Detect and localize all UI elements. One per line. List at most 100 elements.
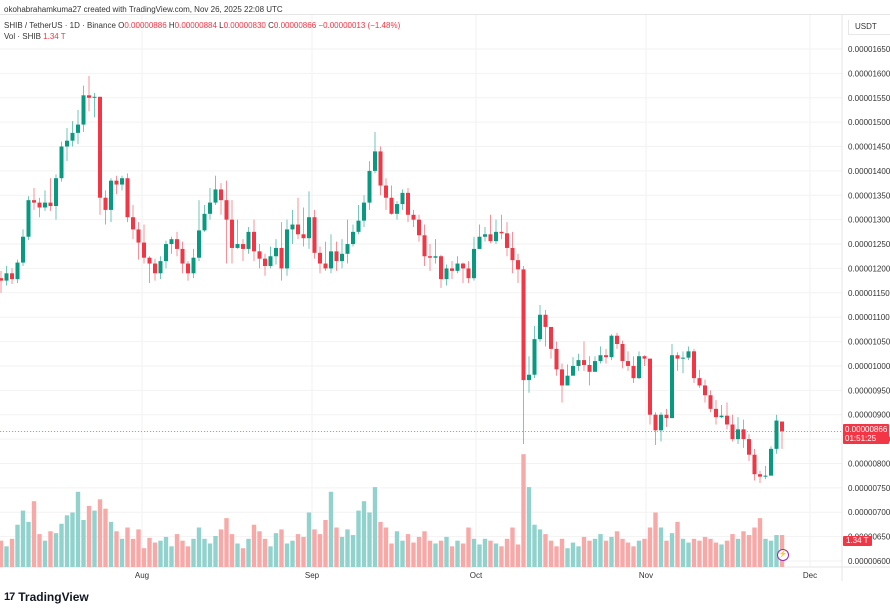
candle: [169, 239, 174, 245]
volume-bar: [42, 540, 48, 567]
y-axis-tick: 0.00001250: [848, 240, 890, 249]
candle: [510, 247, 515, 261]
candle: [686, 351, 691, 358]
volume-bar: [444, 536, 449, 567]
volume-bar: [400, 540, 405, 567]
volume-bar: [92, 510, 97, 567]
candle: [692, 351, 696, 379]
volume-bar: [526, 487, 532, 567]
volume-bar: [103, 508, 108, 567]
volume-bar: [763, 538, 768, 567]
candle: [235, 244, 240, 248]
candle: [323, 263, 328, 269]
volume-label[interactable]: Vol · SHIB: [4, 32, 41, 41]
chart-area[interactable]: 0.00001650 0.00001600 0.00001550 0.00001500…: [0, 14, 890, 581]
candle: [76, 124, 80, 133]
candle: [455, 263, 460, 271]
candle: [582, 360, 586, 365]
close-value: 0.00000866: [273, 21, 317, 30]
candle: [98, 96, 102, 198]
volume-bar: [345, 529, 350, 567]
volume-bar: [587, 540, 592, 567]
volume-bar: [361, 501, 367, 567]
volume-bar: [411, 542, 416, 567]
candle: [296, 224, 300, 235]
symbol-label[interactable]: SHIB / TetherUS · 1D · Binance: [4, 21, 116, 30]
volume-bar: [647, 527, 653, 567]
currency-unit-button[interactable]: USDT: [848, 20, 890, 35]
volume-bar: [455, 540, 460, 567]
volume-bar: [378, 521, 383, 567]
volume-bar: [592, 538, 598, 567]
lightning-icon[interactable]: ⚡: [777, 549, 789, 561]
candle: [92, 96, 97, 98]
candle: [620, 344, 625, 362]
candle: [466, 268, 471, 279]
ohlc-row: SHIB / TetherUS · 1D · Binance O0.000008…: [4, 21, 401, 30]
volume-bar: [0, 540, 4, 567]
candle: [32, 200, 36, 203]
candle: [109, 180, 113, 210]
change-value: −0.00000013 (−1.48%): [318, 21, 401, 30]
y-axis-tick: 0.00000600: [848, 557, 890, 566]
volume-bar: [213, 535, 218, 567]
candle: [59, 146, 64, 179]
volume-bar: [53, 533, 59, 567]
candle: [593, 361, 597, 372]
candle: [774, 420, 779, 449]
volume-bar: [81, 520, 86, 567]
candle: [560, 369, 564, 386]
candle: [604, 355, 608, 358]
volume-bar: [576, 546, 581, 567]
y-axis-tick: 0.00001200: [848, 264, 890, 273]
chart-credit: okohabrahamkuma27 created with TradingVi…: [4, 5, 283, 14]
volume-bar: [163, 536, 169, 567]
volume-bar: [339, 536, 345, 567]
candle: [279, 247, 284, 269]
candle: [703, 385, 707, 396]
y-axis-tick: 0.00001150: [848, 289, 890, 298]
candle: [708, 395, 713, 409]
candle: [675, 355, 680, 359]
volume-bar: [488, 540, 493, 567]
volume-row: Vol · SHIB 1.34 T: [4, 31, 400, 42]
candle: [318, 252, 322, 264]
candle: [406, 192, 410, 215]
volume-bar: [422, 531, 427, 567]
volume-bar: [290, 540, 295, 567]
candle: [131, 217, 135, 230]
volume-bar: [141, 548, 147, 567]
volume-bar: [284, 543, 290, 567]
candle: [329, 251, 333, 269]
volume-bar: [202, 538, 207, 567]
volume-bar: [471, 538, 477, 567]
candle: [615, 335, 619, 345]
candle: [598, 355, 603, 362]
volume-bar: [218, 529, 224, 567]
volume-bar: [114, 531, 119, 567]
volume-bar: [466, 527, 471, 567]
candle: [609, 335, 614, 358]
candle: [263, 258, 267, 266]
volume-bar: [708, 538, 713, 567]
candle: [175, 239, 179, 249]
candle: [554, 348, 559, 370]
candlestick-chart[interactable]: 0.00001650 0.00001600 0.00001550 0.00001500…: [0, 15, 890, 581]
volume-bar: [697, 540, 702, 567]
candle: [0, 278, 3, 281]
candle: [10, 273, 14, 280]
volume-bar: [493, 543, 499, 567]
low-value: 0.00000830: [223, 21, 266, 30]
volume-bar: [548, 540, 554, 567]
y-axis-tick: 0.00001000: [848, 362, 890, 371]
volume-bar: [774, 535, 779, 567]
bar-countdown: 01:51:25: [845, 434, 877, 444]
candle: [43, 202, 47, 208]
current-price-tag: 0.00000866 01:51:25: [843, 424, 889, 445]
volume-bar: [394, 531, 400, 567]
volume-bar: [504, 538, 510, 567]
volume-bar: [658, 527, 664, 567]
candle: [219, 189, 223, 201]
volume-bar: [119, 538, 125, 567]
candle: [714, 408, 718, 418]
